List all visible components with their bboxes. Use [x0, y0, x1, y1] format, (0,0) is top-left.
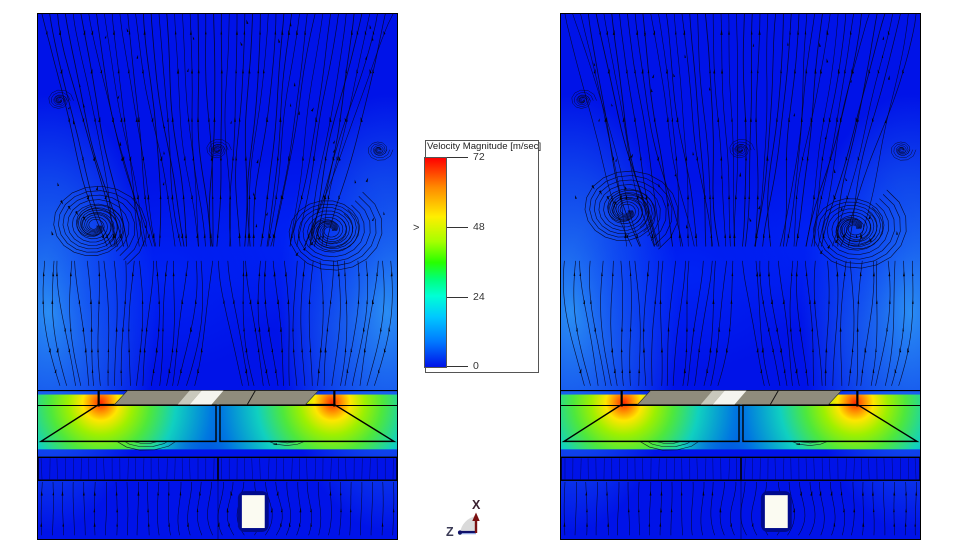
- svg-text:Z: Z: [446, 525, 454, 537]
- svg-text:X: X: [472, 498, 481, 512]
